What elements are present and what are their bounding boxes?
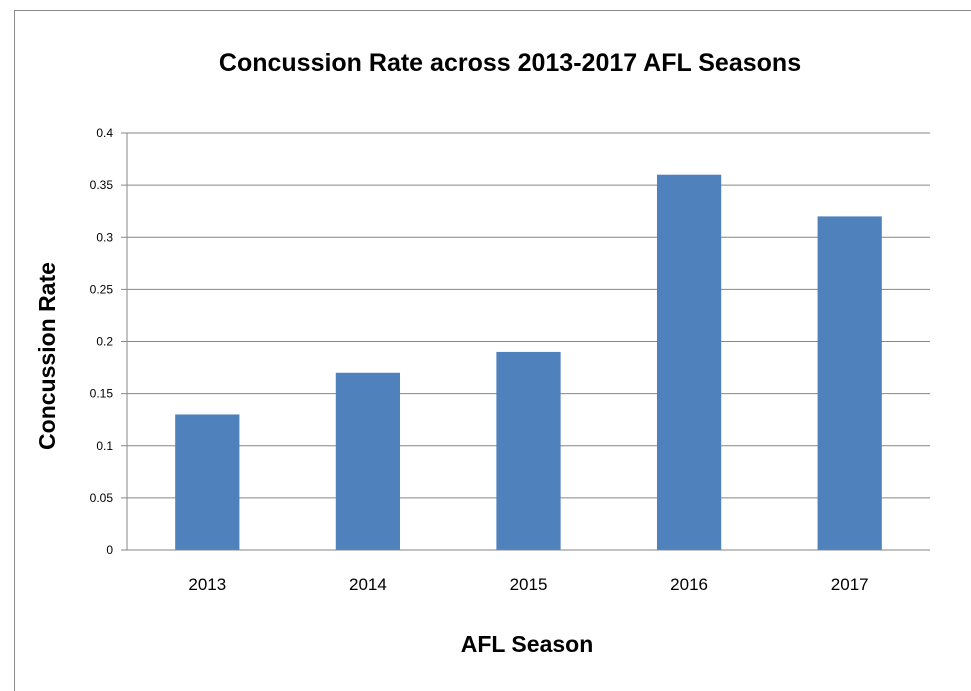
y-axis-title: Concussion Rate	[34, 262, 60, 450]
y-tick-labels: 0 0.05 0.1 0.15 0.2 0.25 0.3 0.35 0.4	[90, 126, 114, 557]
x-tick-label-2015: 2015	[510, 575, 548, 594]
y-tick-label-0: 0	[106, 543, 113, 557]
x-tick-label-2014: 2014	[349, 575, 387, 594]
bars	[175, 174, 882, 550]
y-tick-label-4: 0.2	[96, 335, 113, 349]
bar-2013	[175, 414, 240, 550]
y-tick-label-5: 0.25	[90, 282, 114, 296]
y-tick-label-3: 0.15	[90, 387, 114, 401]
x-tick-label-2016: 2016	[670, 575, 708, 594]
x-axis-title: AFL Season	[461, 631, 594, 657]
bar-2016	[656, 174, 722, 550]
y-tick-label-8: 0.4	[96, 126, 113, 140]
chart-title: Concussion Rate across 2013-2017 AFL Sea…	[219, 49, 801, 77]
x-tick-labels: 2013 2014 2015 2016 2017	[188, 575, 868, 594]
chart-frame	[14, 10, 971, 691]
bar-2014	[335, 372, 401, 550]
bar-2017	[817, 216, 882, 550]
bar-2015	[496, 351, 561, 550]
y-tick-label-7: 0.35	[90, 178, 114, 192]
x-tick-label-2013: 2013	[188, 575, 226, 594]
x-tick-label-2017: 2017	[831, 575, 869, 594]
y-tick-label-1: 0.05	[90, 491, 114, 505]
y-tick-label-2: 0.1	[96, 439, 113, 453]
y-tick-label-6: 0.3	[96, 230, 113, 244]
